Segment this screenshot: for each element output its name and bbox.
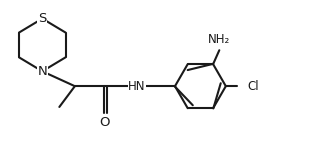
Text: N: N — [37, 65, 47, 78]
Text: S: S — [38, 12, 46, 25]
Text: NH₂: NH₂ — [208, 33, 230, 46]
Text: O: O — [99, 116, 110, 129]
Text: HN: HN — [128, 80, 146, 93]
Text: Cl: Cl — [247, 80, 259, 93]
